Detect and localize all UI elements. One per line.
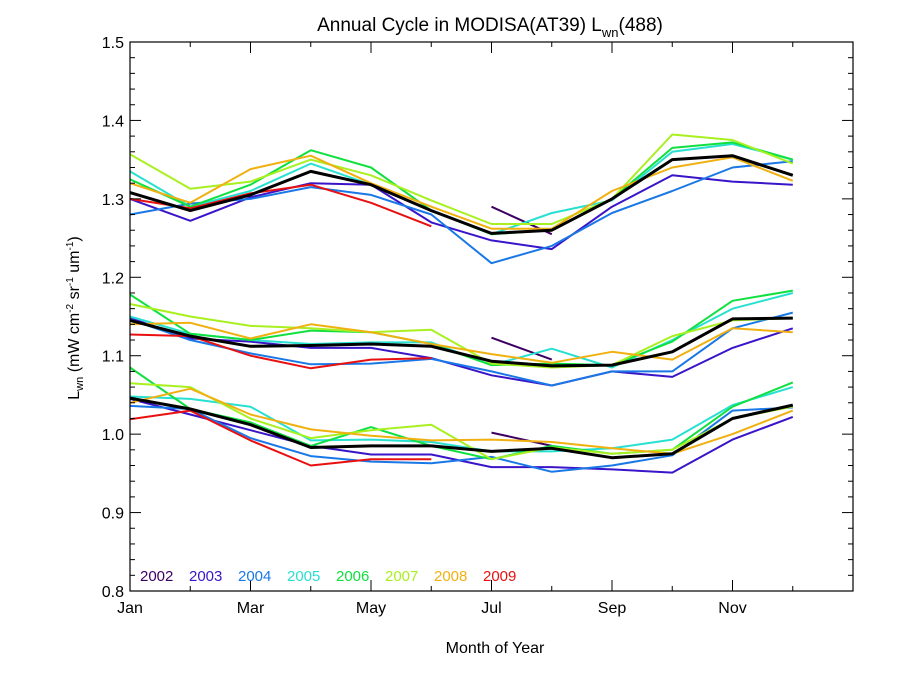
series-line-2007-group-3 <box>129 382 793 461</box>
x-tick-label: Jul <box>481 600 501 617</box>
axis-ticks: Jan Mar May Jul Sep Nov 0.8 0.9 1.0 1.1 1.2 1.3 1.4 1… <box>102 35 853 617</box>
series-line-2009-group-2 <box>129 333 432 370</box>
series-line-2004-group-2 <box>129 311 794 387</box>
series-line-2003-group-2 <box>129 317 794 387</box>
legend-entry-2002: 2002 <box>140 568 173 585</box>
legend-entry-2008: 2008 <box>434 568 467 585</box>
x-tick-label: Nov <box>718 600 746 617</box>
series-line-2003-group-1 <box>129 174 793 251</box>
mean-line-group-3 <box>129 396 794 460</box>
y-tick-label: 1.0 <box>102 427 124 444</box>
legend-entry-2009: 2009 <box>483 568 516 585</box>
y-tick-label: 1.4 <box>102 113 124 130</box>
y-tick-label: 0.9 <box>102 506 124 523</box>
series-layer <box>129 133 794 474</box>
series-line-2008-group-3 <box>129 387 794 455</box>
mean-line-group-1 <box>129 154 794 235</box>
series-line-2004-group-1 <box>129 160 793 265</box>
mean-line-group-2 <box>129 316 793 368</box>
legend-entry-2005: 2005 <box>287 568 320 585</box>
legend-entry-2004: 2004 <box>238 568 271 585</box>
y-tick-label: 1.2 <box>102 270 124 287</box>
series-line-2007-group-1 <box>129 133 794 225</box>
series-line-2009-group-3 <box>129 409 432 467</box>
y-tick-label: 0.8 <box>102 584 124 601</box>
x-tick-label: Sep <box>598 600 627 617</box>
chart-title: Annual Cycle in MODISA(AT39) Lwn(488) <box>317 15 663 40</box>
x-tick-label: Mar <box>237 600 265 617</box>
legend-entry-2006: 2006 <box>336 568 369 585</box>
y-tick-label: 1.1 <box>102 349 124 366</box>
y-tick-label: 1.5 <box>102 35 124 52</box>
x-tick-label: May <box>356 600 386 617</box>
series-line-2008-group-2 <box>129 321 793 364</box>
series-line-2005-group-3 <box>129 386 794 453</box>
y-axis-label: Lwn (mW cm-2 sr-1 um-1) <box>65 236 86 399</box>
x-axis-label: Month of Year <box>446 640 545 657</box>
legend-entry-2003: 2003 <box>189 568 222 585</box>
legend-entry-2007: 2007 <box>385 568 418 585</box>
series-line-2006-group-3 <box>129 366 794 461</box>
x-tick-label: Jan <box>117 600 143 617</box>
legend: 2002 2003 2004 2005 2006 2007 2008 2009 <box>140 568 516 585</box>
series-line-2007-group-2 <box>129 303 793 369</box>
y-tick-label: 1.3 <box>102 192 124 209</box>
series-line-2008-group-1 <box>129 154 794 230</box>
